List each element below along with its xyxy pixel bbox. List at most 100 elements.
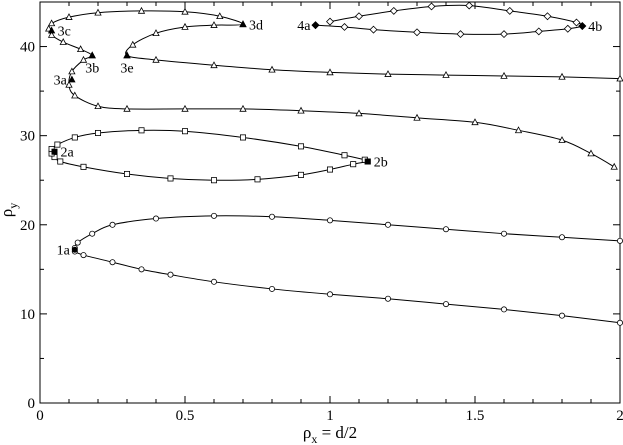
y-tick-label: 40 (20, 40, 35, 56)
point-marker-4b (578, 22, 587, 31)
diamond-series (311, 1, 587, 39)
triangle-marker (558, 72, 566, 80)
point-marker-1a (71, 246, 78, 253)
circle-marker (500, 230, 507, 237)
triangle-marker (268, 65, 276, 73)
triangle-marker (442, 71, 450, 78)
diamond-marker (355, 12, 363, 21)
diamond-marker (369, 25, 378, 34)
x-tick-label: 2 (616, 408, 623, 424)
circle-marker (442, 226, 449, 233)
triangle-marker (152, 55, 160, 63)
point-label-3c: 3c (58, 25, 71, 40)
triangle-marker (384, 70, 392, 77)
square-marker (350, 161, 357, 168)
diamond-marker (563, 24, 572, 33)
triangle-series-line (48, 10, 621, 168)
diamond-marker (543, 12, 552, 21)
x-tick-label: 1.5 (466, 408, 485, 424)
square-marker (254, 176, 261, 183)
square-marker (57, 158, 64, 165)
square-marker (95, 129, 102, 136)
circle-series-line (73, 215, 621, 324)
triangle-marker (181, 7, 189, 15)
point-label-2a: 2a (61, 146, 75, 161)
point-marker-3b (88, 51, 96, 59)
square-marker (138, 127, 145, 134)
diamond-marker (413, 28, 421, 37)
square-marker (341, 152, 348, 159)
triangle-marker (558, 136, 566, 143)
square-series (48, 127, 371, 184)
diamond-marker (326, 17, 334, 26)
triangle-marker (297, 106, 305, 114)
square-marker (181, 128, 188, 135)
x-tick-label: 0.5 (176, 408, 195, 424)
triangle-marker (47, 19, 56, 27)
circle-series (71, 212, 623, 326)
circle-marker (152, 215, 159, 222)
series-layer (45, 1, 623, 326)
circle-marker (89, 230, 96, 237)
point-label-4b: 4b (588, 20, 602, 35)
diamond-marker (340, 22, 349, 31)
diamond-marker (534, 27, 543, 36)
circle-marker (167, 271, 174, 278)
triangle-marker (65, 13, 73, 20)
point-marker-2a (51, 148, 58, 155)
circle-marker (559, 312, 566, 319)
triangle-series (45, 6, 623, 170)
triangle-marker (76, 45, 85, 53)
point-label-3a: 3a (54, 74, 68, 89)
diamond-marker (572, 18, 581, 27)
square-marker (210, 177, 217, 184)
diamond-marker (505, 6, 514, 15)
triangle-marker (239, 104, 247, 112)
circle-marker (138, 266, 145, 273)
point-label-2b: 2b (374, 156, 388, 171)
triangle-marker (355, 109, 363, 117)
annotations-layer: 1a 2a 2b 3a 3b 3c 3d 3e 4a 4b (47, 18, 602, 259)
y-axis-label: ρy (0, 203, 20, 217)
triangle-marker (216, 12, 224, 20)
triangle-marker (616, 74, 623, 82)
triangle-marker (610, 162, 618, 170)
diamond-marker (465, 1, 474, 10)
point-marker-4a (311, 21, 320, 30)
triangle-marker (123, 104, 131, 112)
point-label-3e: 3e (120, 61, 133, 76)
point-marker-3a (68, 75, 76, 83)
x-tick-label: 0 (36, 408, 44, 424)
circle-marker (210, 278, 217, 285)
square-marker (297, 143, 304, 150)
triangle-marker (71, 91, 79, 99)
point-label-3d: 3d (249, 18, 263, 33)
circle-marker (109, 259, 116, 266)
point-marker-3e (123, 51, 131, 59)
point-marker-2b (364, 158, 371, 165)
triangle-marker (181, 104, 189, 112)
circle-marker (109, 221, 116, 228)
circle-marker (326, 217, 333, 224)
triangle-marker (137, 6, 146, 14)
circle-marker (80, 252, 87, 259)
triangle-marker (94, 8, 102, 16)
circle-marker (268, 285, 275, 292)
triangle-marker (47, 30, 56, 38)
triangle-marker (210, 21, 218, 28)
triangle-marker (65, 80, 73, 88)
circle-marker (500, 306, 507, 313)
point-marker-3d (239, 20, 247, 28)
diamond-marker (427, 2, 436, 11)
square-series-line (50, 129, 368, 181)
circle-marker (559, 234, 566, 241)
x-tick-label: 1 (326, 408, 334, 424)
triangle-marker (152, 29, 160, 36)
square-marker (239, 134, 246, 141)
circle-marker (268, 213, 275, 220)
triangle-marker (514, 126, 523, 134)
triangle-marker (181, 22, 189, 30)
y-tick-label: 20 (20, 218, 35, 234)
y-tick-label: 10 (20, 307, 35, 323)
